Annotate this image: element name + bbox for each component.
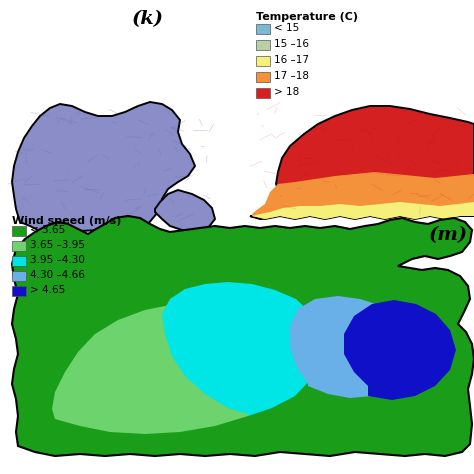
Text: 17 –18: 17 –18 [274, 71, 309, 81]
Bar [12, 241, 26, 251]
Text: > 4.65: > 4.65 [30, 285, 65, 295]
Bar [12, 286, 26, 296]
Bar [12, 226, 26, 236]
Polygon shape [344, 300, 456, 400]
Text: (k): (k) [132, 10, 164, 28]
Text: < 3.65: < 3.65 [30, 225, 65, 235]
Polygon shape [162, 282, 322, 416]
Bar [256, 88, 270, 98]
Text: > 18: > 18 [274, 87, 299, 97]
Polygon shape [12, 102, 195, 234]
Bar [12, 256, 26, 266]
Text: 15 –16: 15 –16 [274, 39, 309, 49]
Bar [256, 72, 270, 82]
Polygon shape [250, 106, 474, 219]
Bar [12, 271, 26, 281]
Polygon shape [290, 296, 415, 398]
Polygon shape [252, 172, 474, 219]
Text: 4.30 –4.66: 4.30 –4.66 [30, 270, 85, 280]
Polygon shape [12, 216, 474, 456]
Polygon shape [52, 302, 305, 434]
Polygon shape [155, 190, 215, 232]
Text: Wind speed (m/s): Wind speed (m/s) [12, 216, 121, 226]
Bar [256, 56, 270, 66]
Bar [256, 24, 270, 34]
Text: 3.95 –4.30: 3.95 –4.30 [30, 255, 85, 265]
Bar [256, 40, 270, 50]
Text: Temperature (C): Temperature (C) [256, 12, 358, 22]
Polygon shape [252, 202, 474, 219]
Text: 3.65 –3.95: 3.65 –3.95 [30, 240, 85, 250]
Text: < 15: < 15 [274, 23, 299, 33]
Text: (m): (m) [428, 226, 467, 244]
Text: 16 –17: 16 –17 [274, 55, 309, 65]
